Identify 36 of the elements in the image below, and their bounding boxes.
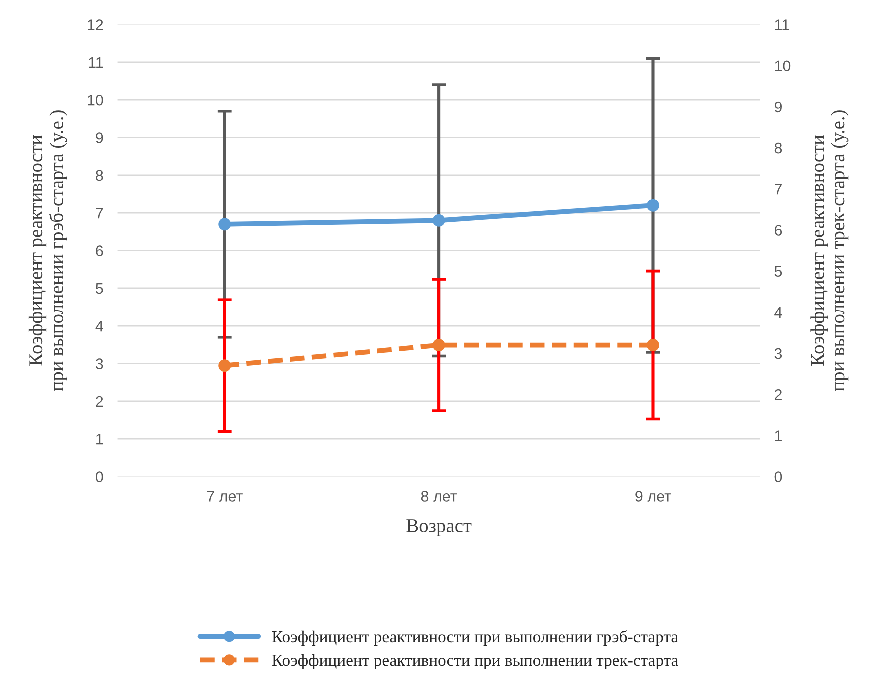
y-tick-label: 11 <box>89 57 104 68</box>
y2-tick-label: 7 <box>775 184 782 195</box>
y-tick-label: 8 <box>96 170 104 182</box>
y2-tick-label: 9 <box>774 102 782 113</box>
y2-tick-label: 2 <box>774 389 782 400</box>
y2-tick-label: 0 <box>774 472 782 482</box>
y-tick-label: 10 <box>88 94 104 106</box>
y2-tick-label: 11 <box>775 20 790 30</box>
y-tick-label: 3 <box>96 358 104 370</box>
y-tick-label: 5 <box>96 283 104 294</box>
y2-tick-label: 3 <box>774 348 782 360</box>
y2-axis-title: Коэффициент реактивности при выполнении трек-старта (у.е.) <box>810 110 849 392</box>
legend-label: Коэффициент реактивности при выполнении трек-старта <box>272 654 678 670</box>
x-tick-label: 9 лет <box>636 491 672 502</box>
legend-label: Коэффициент реактивности при выполнении грэб-старта <box>272 630 678 646</box>
y2-tick-label: 8 <box>774 142 782 154</box>
y2-tick-label: 10 <box>775 60 791 72</box>
y-tick-label: 2 <box>96 396 104 407</box>
y-tick-label: 12 <box>88 20 104 30</box>
y-tick-label: 4 <box>96 321 104 332</box>
y-tick-label: 0 <box>96 472 104 482</box>
y2-tick-label: 5 <box>774 266 782 278</box>
x-tick-label: 8 лет <box>421 491 458 502</box>
y-tick-label: 6 <box>96 246 104 256</box>
x-tick-label: 7 лет <box>207 491 243 502</box>
x-axis-title: Возраст <box>406 520 472 536</box>
y2-tick-label: 6 <box>775 225 782 236</box>
point <box>218 218 232 231</box>
y-axis-title: Коэффициент реактивности при выполнении грэб-старта (у.е.) <box>28 110 68 392</box>
y-tick-label: 7 <box>96 208 104 219</box>
y2-tick-label: 1 <box>775 430 782 442</box>
y2-tick-label: 4 <box>774 307 782 318</box>
y-tick-label: 9 <box>96 132 104 144</box>
y-tick-label: 1 <box>96 434 104 445</box>
point <box>646 199 660 212</box>
point <box>432 214 446 227</box>
